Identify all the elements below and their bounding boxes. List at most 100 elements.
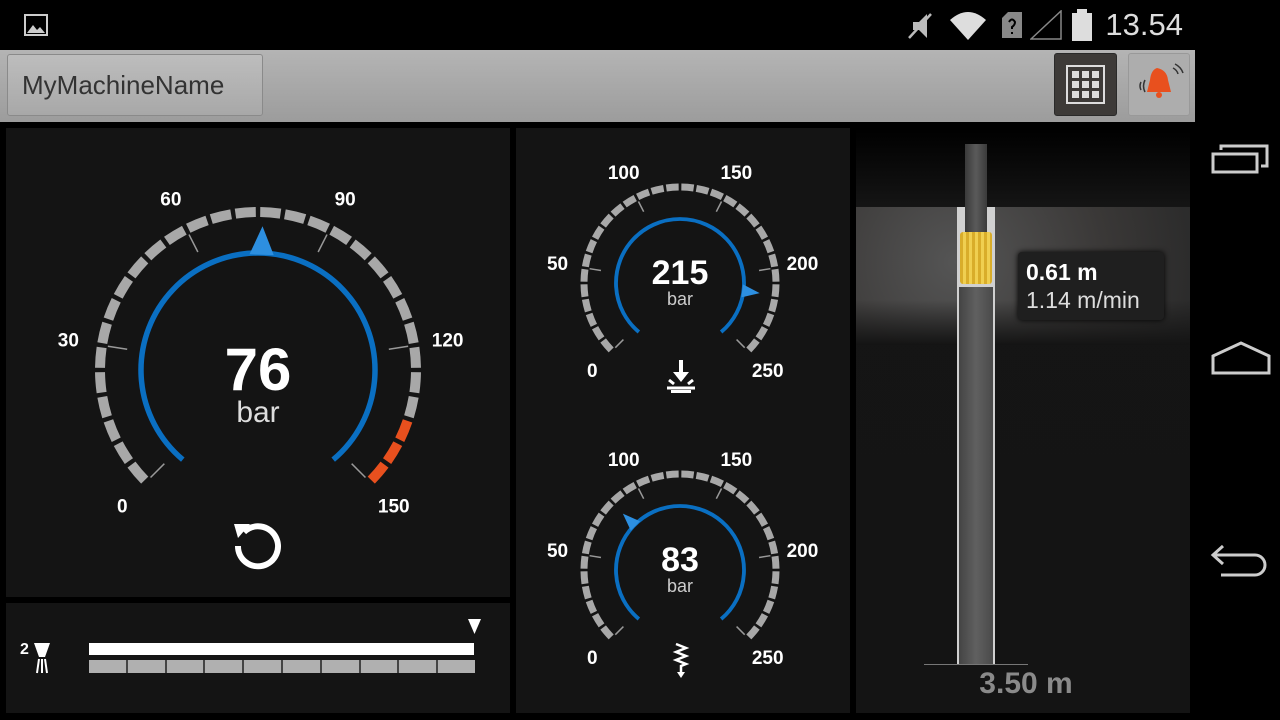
grid-menu-button[interactable] <box>1054 53 1117 116</box>
percussion-icon <box>672 642 690 678</box>
machine-name-button[interactable]: MyMachineName <box>7 54 263 116</box>
scale-segment <box>591 326 605 341</box>
borehole-shaft <box>959 287 993 665</box>
wifi-icon <box>950 12 986 40</box>
scale-segment <box>600 500 614 515</box>
scale-segment <box>585 312 598 327</box>
scale-segment <box>768 585 779 600</box>
feed-gauge-unit: bar <box>666 289 693 309</box>
rod-segment <box>321 660 359 673</box>
gauges: 0 30 60 90 120 150 0 50 100 150 200 250 0 50 100 150 200… <box>58 163 819 669</box>
clock: 13.54 <box>1105 7 1183 42</box>
home-icon[interactable] <box>1211 340 1271 376</box>
back-icon[interactable] <box>1209 540 1271 578</box>
major-tick <box>589 267 602 272</box>
reset-icon[interactable] <box>228 516 288 576</box>
mute-icon <box>908 13 932 39</box>
percussion-gauge-dial: 0 50 100 150 200 250 <box>547 450 818 669</box>
rod-segment <box>127 660 165 673</box>
main-gauge-unit: bar <box>236 396 280 429</box>
scale-segment <box>709 188 724 201</box>
scale-segment <box>768 540 779 555</box>
major-tick <box>388 345 409 351</box>
scale-segment <box>127 461 149 484</box>
scale-segment <box>665 183 679 192</box>
scale-segment <box>695 471 710 482</box>
nav-bar <box>1195 0 1280 720</box>
scale-segment <box>591 225 605 240</box>
tick-label: 0 <box>587 361 598 382</box>
rod-segment <box>438 660 475 673</box>
scale-segment <box>762 239 775 254</box>
grid-icon <box>1066 65 1105 104</box>
scale-segment <box>404 395 419 419</box>
rod-progress-fill <box>89 643 474 655</box>
scale-segment <box>762 526 775 541</box>
scale-segment <box>404 321 419 345</box>
drill-rod <box>965 144 987 234</box>
scale-segment <box>610 490 625 504</box>
tick-label: 60 <box>160 190 181 211</box>
percussion-gauge-unit: bar <box>666 576 693 596</box>
scale-segment <box>636 475 651 488</box>
scale-segment <box>329 225 352 246</box>
scale-segment <box>395 298 413 321</box>
rod-segments <box>89 660 475 673</box>
rod-segment <box>89 660 126 673</box>
recent-apps-icon[interactable] <box>1211 142 1271 176</box>
scale-segment <box>636 188 651 201</box>
tick-label: 150 <box>720 450 752 471</box>
rod-segment <box>399 660 437 673</box>
scale-segment <box>234 207 256 219</box>
scale-segment <box>771 571 780 585</box>
scale-segment <box>113 441 134 464</box>
scale-segment <box>755 613 769 628</box>
scale-segment <box>580 571 589 585</box>
alarm-button[interactable] <box>1128 53 1190 116</box>
tick-label: 0 <box>117 496 128 517</box>
tick-label: 250 <box>752 648 784 669</box>
scale-segment <box>600 338 614 353</box>
drill-info-tooltip: 0.61 m 1.14 m/min <box>1018 252 1164 320</box>
main-gauge-value: 76 <box>224 336 292 403</box>
image-icon <box>24 14 48 36</box>
scale-segment <box>723 194 738 208</box>
scale-segment <box>622 481 637 495</box>
scale-segment <box>681 183 695 192</box>
rod-position-marker <box>468 619 481 634</box>
tick-label: 30 <box>58 331 79 352</box>
major-tick <box>637 488 645 500</box>
app-bar: MyMachineName <box>0 50 1196 122</box>
battery-icon <box>1072 9 1092 41</box>
drill-bit <box>960 232 992 284</box>
scale-segment <box>395 419 413 442</box>
scale-segment <box>97 395 112 419</box>
scale-segment <box>650 471 665 482</box>
rod-segment <box>166 660 204 673</box>
scale-segment <box>581 540 592 555</box>
major-tick <box>614 339 624 349</box>
scale-segment <box>580 268 589 282</box>
gauges-panel <box>516 128 850 713</box>
scale-segment <box>650 184 665 195</box>
scale-segment <box>746 213 760 228</box>
tick-label: 150 <box>378 496 410 517</box>
major-tick <box>736 626 746 636</box>
scale-segment <box>771 555 780 569</box>
sim-unknown-icon <box>1002 12 1022 38</box>
scale-segment <box>755 326 769 341</box>
scale-segment <box>755 225 769 240</box>
scale-segment <box>209 209 233 224</box>
scale-segment <box>735 490 750 504</box>
scale-segment <box>580 284 589 298</box>
tick-label: 50 <box>547 254 568 275</box>
scale-segment <box>367 461 389 484</box>
scale-segment <box>382 276 403 299</box>
scale-segment <box>95 372 107 394</box>
scale-segment <box>746 338 760 353</box>
tick-label: 0 <box>587 648 598 669</box>
scale-segment <box>695 184 710 195</box>
value-arc <box>614 504 746 621</box>
scale-segment <box>762 599 775 614</box>
scale-segment <box>144 239 167 261</box>
